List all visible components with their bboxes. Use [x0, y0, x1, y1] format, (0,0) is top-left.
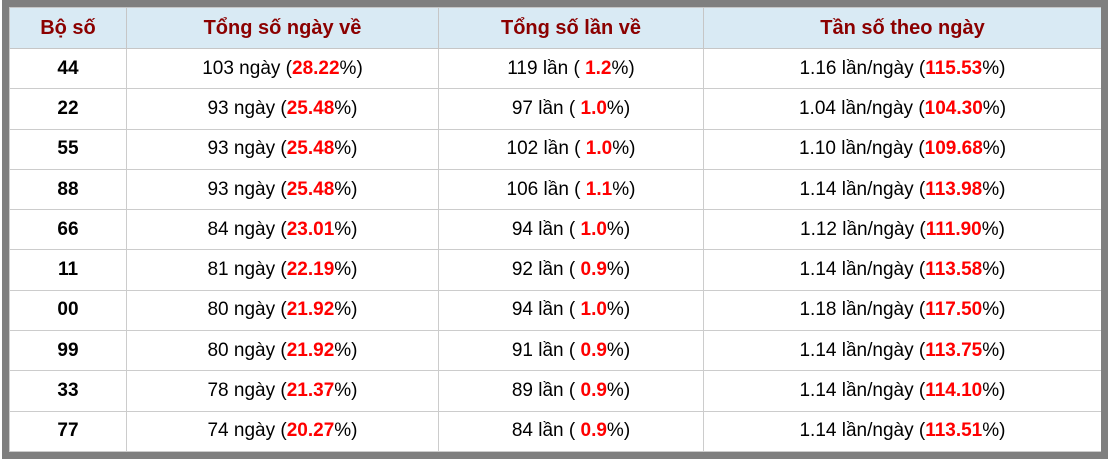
frequency-percent-highlight: 115.53 — [925, 57, 983, 79]
frequency-percent-highlight: 109.68 — [924, 138, 983, 160]
days-percent-highlight: 25.48 — [286, 138, 335, 160]
days-cell: 81 ngày (22.19%) — [126, 249, 439, 291]
table-row: 88 93 ngày (25.48%) 106 lần ( 1.1%) 1.14… — [9, 168, 1101, 211]
times-percent-highlight: 1.0 — [580, 97, 607, 119]
frequency-percent-highlight: 113.98 — [925, 178, 983, 200]
column-header-frequency: Tần số theo ngày — [703, 7, 1101, 49]
times-cell: 89 lần ( 0.9%) — [438, 370, 704, 412]
pair-cell: 11 — [9, 249, 127, 291]
table-header: Bộ số Tổng số ngày về Tổng số lần về Tần… — [9, 7, 1101, 49]
days-percent-highlight: 25.48 — [286, 97, 335, 119]
frequency-cell: 1.04 lần/ngày (104.30%) — [703, 88, 1101, 130]
pair-cell: 99 — [9, 330, 127, 372]
frequency-cell: 1.14 lần/ngày (114.10%) — [703, 370, 1101, 412]
days-cell: 80 ngày (21.92%) — [126, 330, 439, 372]
days-cell: 80 ngày (21.92%) — [126, 289, 439, 332]
days-percent-highlight: 28.22 — [292, 57, 340, 79]
table-row: 99 80 ngày (21.92%) 91 lần ( 0.9%) 1.14 … — [9, 330, 1101, 372]
days-cell: 93 ngày (25.48%) — [126, 128, 439, 170]
times-percent-highlight: 1.0 — [585, 138, 613, 160]
frequency-cell: 1.14 lần/ngày (113.75%) — [703, 330, 1101, 372]
pair-cell: 22 — [9, 88, 127, 130]
days-percent-highlight: 20.27 — [286, 420, 335, 442]
pair-cell: 00 — [9, 289, 127, 332]
frequency-cell: 1.10 lần/ngày (109.68%) — [703, 128, 1101, 170]
table-row: 66 84 ngày (23.01%) 94 lần ( 1.0%) 1.12 … — [9, 209, 1101, 251]
table-row: 33 78 ngày (21.37%) 89 lần ( 0.9%) 1.14 … — [9, 370, 1101, 412]
frequency-cell: 1.14 lần/ngày (113.51%) — [703, 410, 1101, 452]
times-percent-highlight: 1.2 — [585, 57, 612, 79]
days-percent-highlight: 21.92 — [286, 299, 335, 321]
pair-cell: 66 — [9, 209, 127, 251]
column-header-total-days: Tổng số ngày về — [126, 7, 439, 49]
frequency-cell: 1.14 lần/ngày (113.98%) — [703, 168, 1101, 211]
times-cell: 94 lần ( 1.0%) — [438, 209, 704, 251]
days-percent-highlight: 21.37 — [286, 380, 335, 402]
table-row: 22 93 ngày (25.48%) 97 lần ( 1.0%) 1.04 … — [9, 88, 1101, 130]
days-percent-highlight: 25.48 — [286, 178, 335, 200]
days-cell: 84 ngày (23.01%) — [126, 209, 439, 251]
days-percent-highlight: 21.92 — [286, 339, 335, 361]
frequency-cell: 1.12 lần/ngày (111.90%) — [703, 209, 1101, 251]
times-percent-highlight: 1.0 — [580, 299, 607, 321]
days-cell: 93 ngày (25.48%) — [126, 88, 439, 130]
pair-cell: 77 — [9, 410, 127, 452]
days-percent-highlight: 22.19 — [286, 259, 335, 281]
times-percent-highlight: 0.9 — [580, 420, 607, 442]
pair-cell: 88 — [9, 168, 127, 211]
table-row: 55 93 ngày (25.48%) 102 lần ( 1.0%) 1.10… — [9, 128, 1101, 170]
frequency-percent-highlight: 111.90 — [925, 218, 982, 240]
frequency-cell: 1.14 lần/ngày (113.58%) — [703, 249, 1101, 291]
days-cell: 74 ngày (20.27%) — [126, 410, 439, 452]
times-percent-highlight: 0.9 — [580, 259, 607, 281]
times-percent-highlight: 0.9 — [580, 339, 607, 361]
times-percent-highlight: 1.1 — [585, 178, 613, 200]
times-cell: 97 lần ( 1.0%) — [438, 88, 704, 130]
frequency-cell: 1.18 lần/ngày (117.50%) — [703, 289, 1101, 332]
table-row: 11 81 ngày (22.19%) 92 lần ( 0.9%) 1.14 … — [9, 249, 1101, 291]
table-row: 77 74 ngày (20.27%) 84 lần ( 0.9%) 1.14 … — [9, 410, 1101, 452]
frequency-percent-highlight: 117.50 — [925, 299, 983, 321]
days-percent-highlight: 23.01 — [286, 218, 335, 240]
frequency-percent-highlight: 113.58 — [925, 259, 983, 281]
times-cell: 102 lần ( 1.0%) — [438, 128, 704, 170]
days-cell: 78 ngày (21.37%) — [126, 370, 439, 412]
table-body: 44 103 ngày (28.22%) 119 lần ( 1.2%) 1.1… — [9, 47, 1101, 452]
times-cell: 84 lần ( 0.9%) — [438, 410, 704, 452]
times-cell: 91 lần ( 0.9%) — [438, 330, 704, 372]
frequency-percent-highlight: 113.51 — [925, 420, 983, 442]
times-cell: 119 lần ( 1.2%) — [438, 47, 704, 90]
frequency-percent-highlight: 114.10 — [925, 380, 983, 402]
column-header-total-times: Tổng số lần về — [438, 7, 704, 49]
days-cell: 103 ngày (28.22%) — [126, 47, 439, 90]
times-cell: 92 lần ( 0.9%) — [438, 249, 704, 291]
times-cell: 106 lần ( 1.1%) — [438, 168, 704, 211]
frequency-percent-highlight: 113.75 — [925, 339, 983, 361]
column-header-pair: Bộ số — [9, 7, 127, 49]
table-row: 00 80 ngày (21.92%) 94 lần ( 1.0%) 1.18 … — [9, 289, 1101, 332]
frequency-percent-highlight: 104.30 — [924, 97, 983, 119]
table-row: 44 103 ngày (28.22%) 119 lần ( 1.2%) 1.1… — [9, 47, 1101, 90]
pair-cell: 55 — [9, 128, 127, 170]
times-percent-highlight: 0.9 — [580, 380, 607, 402]
lottery-stats-table: Bộ số Tổng số ngày về Tổng số lần về Tần… — [9, 7, 1101, 452]
times-cell: 94 lần ( 1.0%) — [438, 289, 704, 332]
times-percent-highlight: 1.0 — [580, 218, 607, 240]
pair-cell: 33 — [9, 370, 127, 412]
frequency-cell: 1.16 lần/ngày (115.53%) — [703, 47, 1101, 90]
days-cell: 93 ngày (25.48%) — [126, 168, 439, 211]
pair-cell: 44 — [9, 47, 127, 90]
